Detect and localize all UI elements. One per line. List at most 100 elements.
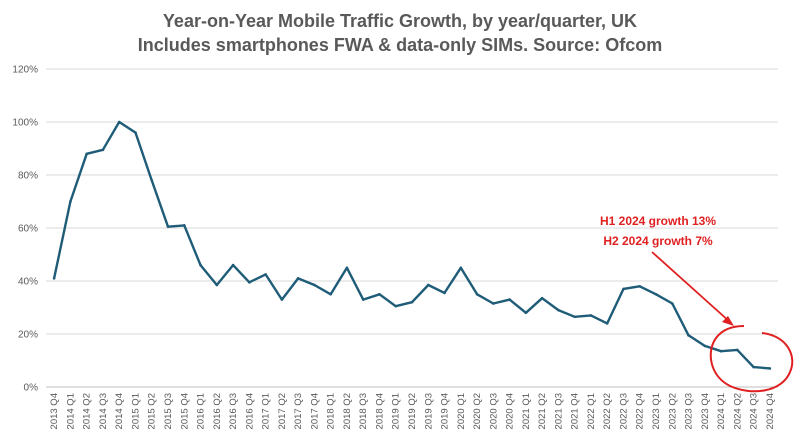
x-tick-label: 2013 Q4: [49, 393, 60, 429]
data-point: [605, 322, 609, 325]
data-point: [166, 225, 170, 228]
x-tick-label: 2023 Q3: [684, 393, 695, 429]
data-point: [719, 349, 723, 353]
x-tick-label: 2019 Q1: [391, 393, 402, 429]
x-tick-label: 2019 Q2: [407, 393, 418, 429]
data-point: [69, 200, 72, 203]
x-tick-label: 2021 Q2: [537, 393, 548, 429]
x-tick-label: 2019 Q4: [440, 393, 451, 429]
data-point: [280, 298, 284, 301]
data-point: [638, 285, 642, 288]
x-tick-label: 2017 Q4: [309, 393, 320, 429]
gridlines: [46, 68, 778, 388]
x-tick-label: 2023 Q4: [700, 393, 711, 429]
data-point: [670, 302, 674, 305]
x-tick-label: 2015 Q3: [163, 393, 174, 429]
y-tick-label: 40%: [18, 277, 38, 288]
y-tick-label: 100%: [12, 118, 38, 129]
y-tick-label: 0%: [24, 383, 39, 394]
data-point: [231, 263, 235, 267]
x-tick-label: 2024 Q1: [716, 393, 727, 429]
annotation-group: H1 2024 growth 13% H2 2024 growth 7%: [600, 214, 794, 393]
annotation-h2: H2 2024 growth 7%: [603, 234, 713, 248]
annotation-arrow: [651, 251, 731, 323]
data-point: [492, 302, 495, 305]
x-tick-label: 2022 Q3: [618, 393, 629, 429]
data-point: [394, 304, 398, 308]
x-tick-label: 2019 Q3: [423, 393, 434, 429]
y-tick-label: 20%: [18, 330, 38, 341]
y-tick-label: 60%: [18, 224, 38, 235]
annotation-circle: [709, 325, 794, 393]
x-axis-ticks: 2013 Q4 2014 Q1 2014 Q2 2014 Q3 2014 Q4 2015 …: [49, 393, 776, 429]
data-point: [296, 277, 300, 280]
data-point: [557, 308, 560, 312]
x-tick-label: 2018 Q3: [358, 393, 369, 429]
annotation-arrowhead: [722, 316, 734, 326]
data-point: [150, 179, 154, 182]
chart-title: Year-on-Year Mobile Traffic Growth, by y…: [162, 11, 638, 31]
data-point: [622, 287, 625, 291]
data-point: [410, 300, 414, 304]
x-tick-label: 2015 Q1: [130, 393, 141, 429]
data-point: [426, 283, 430, 287]
x-tick-label: 2015 Q4: [179, 393, 190, 429]
data-point: [768, 367, 772, 370]
x-tick-label: 2017 Q1: [261, 393, 272, 429]
data-point: [117, 120, 121, 124]
data-point: [459, 266, 463, 270]
y-tick-label: 80%: [18, 171, 38, 182]
x-tick-label: 2014 Q2: [82, 393, 93, 429]
data-point: [329, 292, 332, 296]
data-point: [703, 344, 707, 348]
data-point: [736, 348, 739, 352]
x-tick-label: 2016 Q4: [244, 393, 255, 429]
data-point: [654, 292, 658, 296]
data-point: [52, 277, 56, 280]
x-tick-label: 2017 Q2: [277, 393, 288, 429]
series-mobile-traffic-growth: [52, 120, 772, 370]
data-point: [752, 365, 755, 369]
y-tick-label: 120%: [12, 65, 38, 76]
x-tick-label: 2014 Q1: [65, 393, 76, 429]
data-point: [199, 263, 202, 267]
data-point: [524, 311, 528, 315]
x-tick-label: 2022 Q2: [602, 393, 613, 429]
data-point: [589, 314, 593, 317]
x-tick-label: 2024 Q4: [765, 393, 776, 429]
data-point: [264, 273, 267, 276]
x-tick-label: 2020 Q2: [472, 393, 483, 429]
x-tick-label: 2022 Q4: [635, 393, 646, 429]
chart-subtitle: Includes smartphones FWA & data-only SIM…: [137, 35, 663, 55]
x-tick-label: 2016 Q1: [196, 393, 207, 429]
x-tick-label: 2014 Q3: [98, 393, 109, 429]
data-point: [443, 291, 446, 295]
x-tick-label: 2021 Q3: [553, 393, 564, 429]
x-tick-label: 2023 Q2: [667, 393, 678, 429]
data-point: [573, 315, 576, 319]
x-tick-label: 2021 Q1: [521, 393, 532, 429]
y-axis-ticks: 0% 20% 40% 60% 80% 100% 120%: [12, 65, 38, 394]
x-tick-label: 2022 Q1: [586, 393, 597, 429]
x-tick-label: 2017 Q3: [293, 393, 304, 429]
data-point: [215, 283, 219, 287]
data-point: [85, 152, 88, 156]
x-tick-label: 2024 Q3: [749, 393, 760, 429]
data-point: [134, 131, 137, 134]
x-tick-label: 2018 Q4: [374, 393, 385, 429]
data-point: [475, 292, 479, 296]
data-point: [248, 281, 251, 284]
x-tick-label: 2018 Q1: [326, 393, 337, 429]
x-tick-label: 2015 Q2: [147, 393, 158, 429]
data-point: [687, 334, 690, 337]
data-point: [378, 292, 381, 296]
x-tick-label: 2021 Q4: [570, 393, 581, 429]
data-point: [313, 283, 316, 287]
x-tick-label: 2016 Q2: [212, 393, 223, 429]
x-tick-label: 2018 Q2: [342, 393, 353, 429]
data-point: [345, 266, 349, 270]
x-tick-label: 2020 Q3: [488, 393, 499, 429]
data-point: [101, 148, 105, 152]
data-point: [540, 296, 544, 300]
